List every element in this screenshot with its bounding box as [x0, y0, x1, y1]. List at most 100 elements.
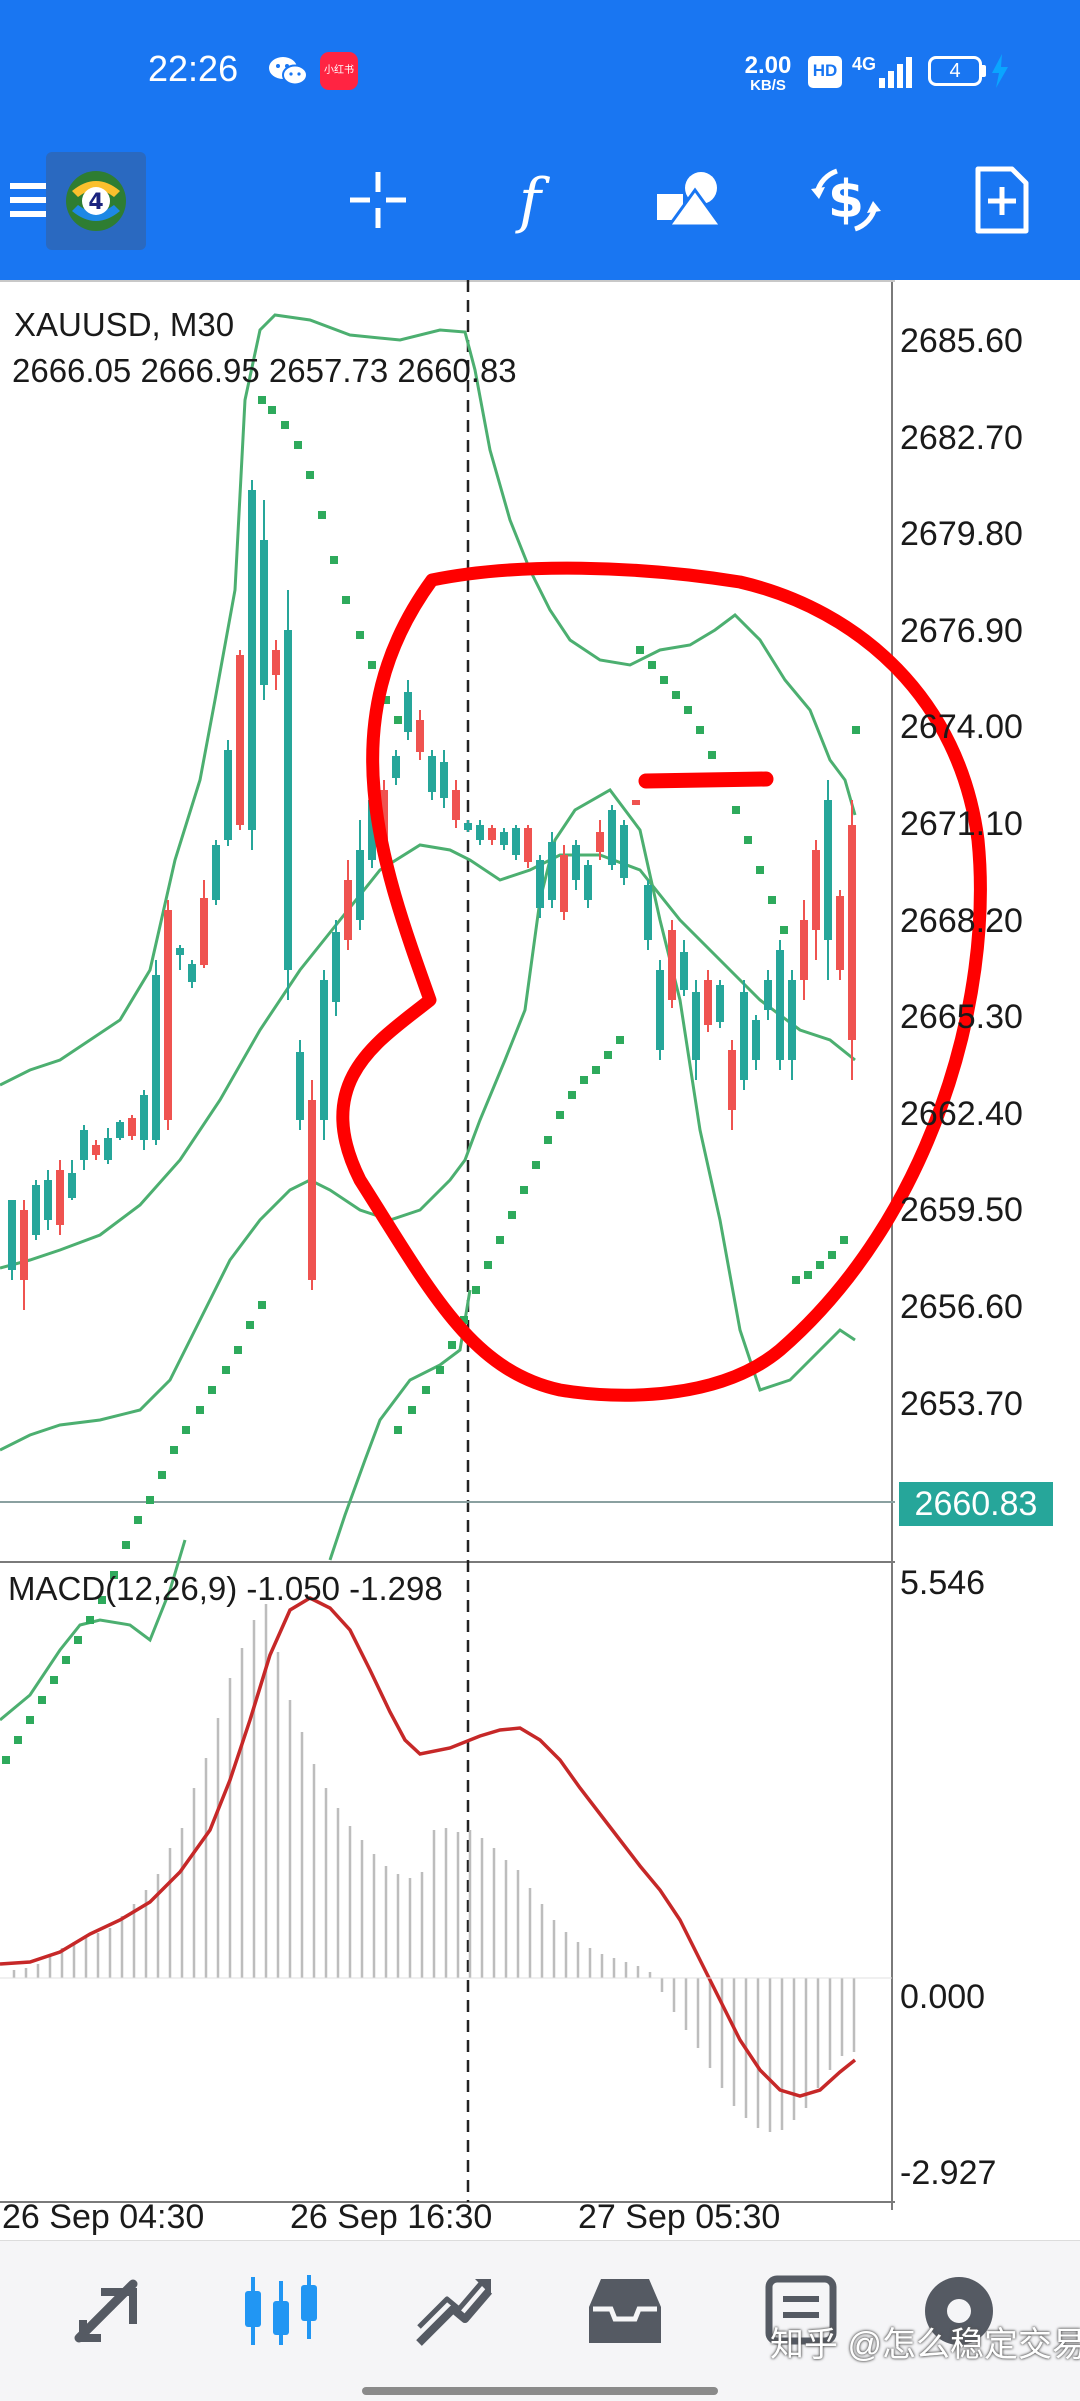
sar-dot	[330, 556, 338, 564]
candle	[476, 825, 484, 840]
sar-dot	[780, 926, 788, 934]
candle	[152, 975, 160, 1140]
candle	[680, 952, 688, 990]
candle	[32, 1185, 40, 1235]
candle	[8, 1200, 16, 1270]
crosshair-button[interactable]	[328, 150, 428, 250]
candle	[212, 845, 220, 900]
sar-dot	[394, 716, 402, 724]
sar-dot	[768, 896, 776, 904]
candle	[92, 1145, 100, 1155]
time-tick: 27 Sep 05:30	[578, 2198, 781, 2236]
candle	[788, 980, 796, 1060]
chart-icon	[245, 2275, 317, 2345]
templates-button[interactable]	[952, 150, 1052, 250]
mt4-logo-icon: 4	[66, 171, 126, 231]
sar-dot	[74, 1636, 82, 1644]
nav-settings[interactable]	[904, 2261, 1014, 2361]
macd-signal-line	[0, 1596, 857, 2098]
candle	[632, 800, 640, 805]
sar-dot	[660, 676, 668, 684]
status-bar: 22:26 小红书 2.00 KB/S HD 4G 4	[0, 0, 1080, 140]
sar-dot	[258, 396, 266, 404]
candle	[524, 828, 532, 862]
symbols-button[interactable]: $	[796, 150, 896, 250]
crosshair-icon	[350, 172, 406, 228]
toolbar: 4 f $	[0, 140, 1080, 280]
ohlc-values: 2666.05 2666.95 2657.73 2660.83	[12, 352, 517, 389]
candle	[236, 655, 244, 825]
candle	[764, 980, 772, 1010]
hd-badge: HD	[808, 56, 842, 88]
chart-area[interactable]: XAUUSD, M30 2666.05 2666.95 2657.73 2660…	[0, 280, 1080, 2240]
candle	[464, 823, 472, 830]
sar-dot	[508, 1211, 516, 1219]
candle	[404, 692, 412, 732]
sar-dot	[62, 1656, 70, 1664]
menu-button[interactable]	[0, 150, 70, 250]
candle	[560, 855, 568, 912]
wechat-icon	[269, 57, 308, 86]
messages-icon	[765, 2275, 837, 2345]
price-tick: 2682.70	[900, 418, 1023, 457]
candle	[620, 825, 628, 878]
sar-dot	[696, 726, 704, 734]
current-price-badge: 2660.83	[899, 1482, 1053, 1526]
candle	[344, 880, 352, 940]
sar-dot	[756, 866, 764, 874]
sar-dot	[196, 1406, 204, 1414]
sar-dot	[460, 1316, 468, 1324]
price-tick: 2662.40	[900, 1094, 1023, 1133]
indicators-button[interactable]: f	[480, 150, 580, 250]
sar-dot	[258, 1301, 266, 1309]
home-indicator[interactable]	[362, 2387, 718, 2395]
nav-history[interactable]	[570, 2261, 680, 2361]
candle	[368, 800, 376, 860]
candle	[44, 1180, 52, 1220]
candle	[416, 720, 424, 752]
candle	[536, 860, 544, 908]
sar-dot	[146, 1496, 154, 1504]
sar-dot	[394, 1426, 402, 1434]
candle	[308, 1100, 316, 1280]
candle	[20, 1210, 28, 1280]
nav-trade[interactable]	[400, 2261, 510, 2361]
candle	[656, 970, 664, 1050]
svg-text:4: 4	[88, 190, 103, 215]
candle	[776, 950, 784, 1060]
sar-dot	[222, 1366, 230, 1374]
bollinger-middle	[0, 843, 856, 1270]
history-icon	[589, 2279, 661, 2343]
macd-tick-low: -2.927	[900, 2154, 997, 2192]
settings-icon	[925, 2277, 993, 2345]
svg-text:$: $	[828, 170, 864, 230]
candle	[692, 992, 700, 1060]
candle	[332, 932, 340, 1002]
signal-icon	[879, 57, 912, 88]
sar-dot	[182, 1426, 190, 1434]
sar-dot	[792, 1276, 800, 1284]
nav-quotes[interactable]	[56, 2261, 166, 2361]
sar-dot	[134, 1516, 142, 1524]
sar-dot	[122, 1541, 130, 1549]
price-chart-canvas[interactable]	[0, 280, 1080, 2240]
mt4-logo[interactable]: 4	[46, 152, 146, 250]
sar-dot	[368, 661, 376, 669]
candle	[260, 540, 268, 685]
sar-dot	[604, 1051, 612, 1059]
objects-button[interactable]	[640, 150, 740, 250]
price-tick: 2676.90	[900, 611, 1023, 650]
menu-icon	[10, 183, 46, 217]
candle	[608, 810, 616, 865]
sar-dot	[544, 1136, 552, 1144]
nav-chart[interactable]	[226, 2261, 336, 2361]
price-tick: 2674.00	[900, 708, 1023, 747]
price-tick: 2659.50	[900, 1191, 1023, 1230]
sar-dot	[672, 691, 680, 699]
sar-dot	[732, 806, 740, 814]
bottom-navigation: 知乎 @怎么稳定交易	[0, 2240, 1080, 2401]
price-tick: 2656.60	[900, 1288, 1023, 1326]
candle	[812, 850, 820, 930]
nav-messages[interactable]	[746, 2261, 856, 2361]
candle	[596, 832, 604, 852]
